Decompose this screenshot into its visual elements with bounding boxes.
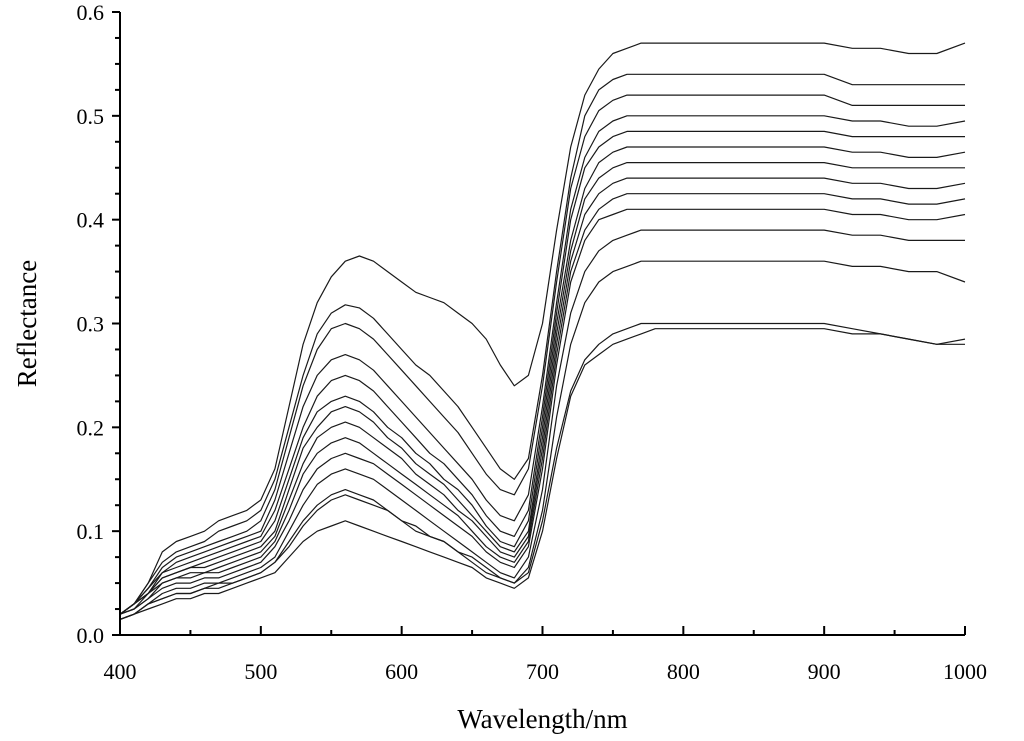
series-line-3	[119, 94, 965, 615]
x-tick-label: 400	[104, 659, 137, 684]
y-tick-label: 0.6	[77, 0, 105, 25]
series-line-5	[119, 130, 965, 615]
y-tick-label: 0.3	[77, 312, 105, 337]
x-tick-label: 600	[385, 659, 418, 684]
series-line-2	[119, 73, 965, 615]
y-ticks: 0.0 0.1 0.2 0.3 0.4 0.5 0.6	[77, 0, 120, 648]
y-tick-label: 0.4	[77, 208, 105, 233]
series-line-1	[119, 42, 966, 615]
y-tick-label: 0.1	[77, 519, 105, 544]
series-line-10	[119, 208, 966, 615]
series-line-11	[119, 229, 965, 620]
x-axis-title: Wavelength/nm	[457, 704, 627, 734]
x-tick-label: 700	[526, 659, 559, 684]
x-tick-label: 500	[244, 659, 277, 684]
x-tick-label: 1000	[943, 659, 987, 684]
series-line-8	[119, 177, 966, 615]
series-line-13	[119, 328, 965, 620]
series-line-9	[119, 193, 966, 615]
y-tick-label: 0.2	[77, 415, 105, 440]
series-line-6	[119, 146, 966, 615]
y-tick-label: 0.5	[77, 104, 105, 129]
x-tick-label: 900	[808, 659, 841, 684]
x-tick-label: 800	[667, 659, 700, 684]
series-line-7	[119, 162, 965, 615]
x-ticks: 400 500 600 700 800 900 1000	[104, 626, 987, 684]
series-line-4	[119, 115, 966, 615]
y-axis-title: Reflectance	[12, 260, 42, 387]
series-line-14	[119, 322, 966, 620]
series-layer	[119, 42, 966, 620]
y-tick-label: 0.0	[77, 623, 105, 648]
